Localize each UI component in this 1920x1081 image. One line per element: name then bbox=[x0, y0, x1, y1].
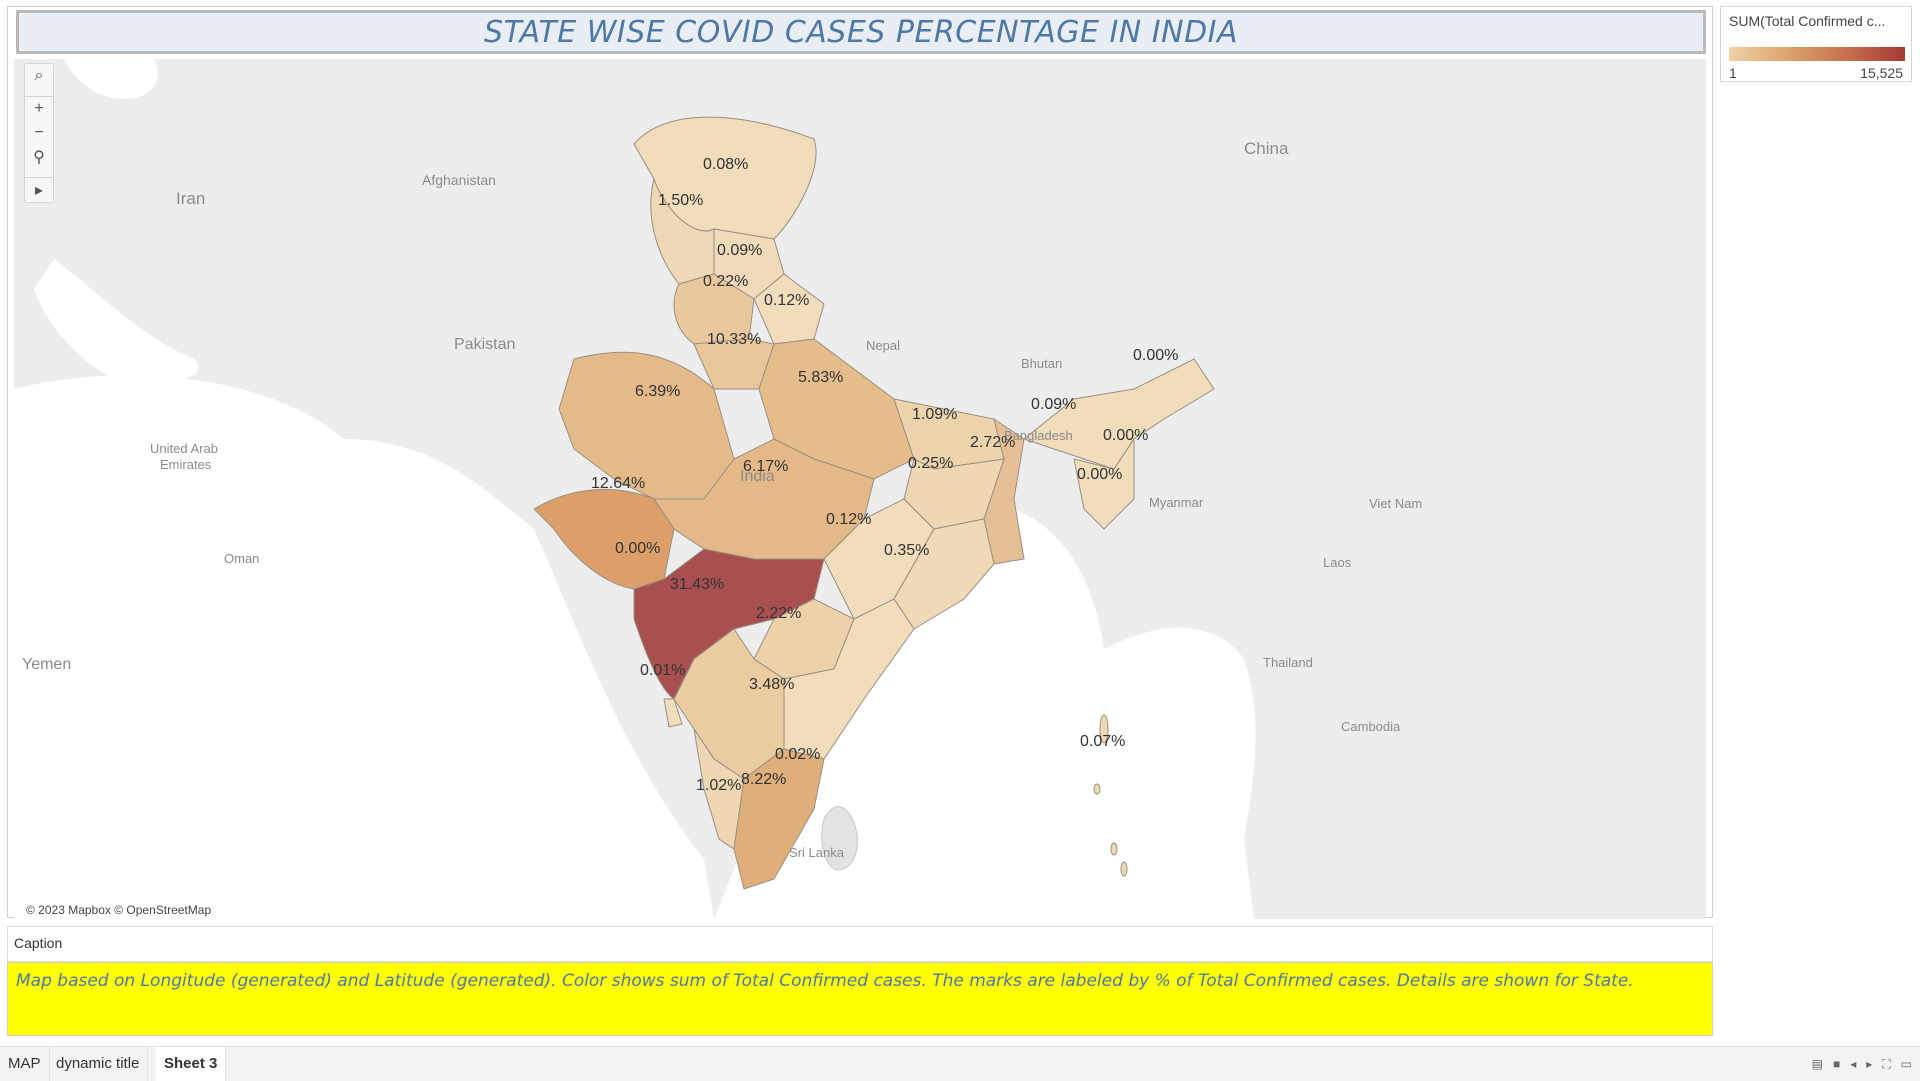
state-label-daman-diu: 0.00% bbox=[615, 540, 660, 557]
geo-label-bangladesh: Bangladesh bbox=[1004, 428, 1073, 443]
state-label-odisha: 0.35% bbox=[884, 542, 929, 559]
state-label-kerala: 1.02% bbox=[696, 777, 741, 794]
caption-body: Map based on Longitude (generated) and L… bbox=[7, 962, 1713, 1036]
caption-header: Caption bbox=[7, 926, 1713, 962]
geo-label-china: China bbox=[1244, 139, 1289, 158]
sheet-title-bar: STATE WISE COVID CASES PERCENTAGE IN IND… bbox=[16, 10, 1706, 54]
state-manipur-mizoram[interactable] bbox=[1073, 437, 1135, 530]
previous-icon[interactable]: ◂ bbox=[1850, 1057, 1857, 1071]
tab-dynamic-title[interactable]: dynamic title bbox=[48, 1047, 149, 1081]
state-label-ladakh: 1.50% bbox=[658, 192, 703, 209]
india-states bbox=[533, 116, 1215, 890]
state-label-chhattisgarh: 0.12% bbox=[826, 511, 871, 528]
geo-label-bhutan: Bhutan bbox=[1021, 356, 1062, 371]
geo-label-pakistan: Pakistan bbox=[454, 336, 515, 353]
map-attribution[interactable]: © 2023 Mapbox © OpenStreetMap bbox=[26, 903, 212, 917]
state-label-goa: 0.01% bbox=[640, 662, 685, 679]
andaman-islands[interactable] bbox=[1093, 714, 1128, 877]
state-label-maharashtra: 31.43% bbox=[670, 576, 724, 593]
state-label-punjab: 0.22% bbox=[703, 273, 748, 290]
state-label-bihar: 1.09% bbox=[912, 406, 957, 423]
persian-gulf bbox=[34, 259, 199, 383]
state-madhya-pradesh[interactable] bbox=[653, 438, 875, 560]
sheet-tab-bar: MAP dynamic title Sheet 3 ▤ ■ ◂ ▸ ⛶ ▭ bbox=[0, 1046, 1920, 1081]
state-label-jharkhand: 0.25% bbox=[908, 455, 953, 472]
geo-label-uae-line1: United Arab bbox=[150, 441, 218, 456]
state-label-rajasthan: 6.39% bbox=[635, 383, 680, 400]
state-label-himachal: 0.09% bbox=[717, 242, 762, 259]
geo-label-india: India bbox=[740, 468, 775, 485]
state-label-telangana: 2.22% bbox=[756, 605, 801, 622]
worksheet-viz: STATE WISE COVID CASES PERCENTAGE IN IND… bbox=[7, 6, 1713, 919]
tab-map[interactable]: MAP bbox=[0, 1047, 50, 1081]
state-label-puducherry: 0.02% bbox=[775, 746, 820, 763]
grid-view-icon[interactable]: ▤ bbox=[1811, 1057, 1823, 1071]
state-goa[interactable] bbox=[663, 698, 683, 728]
sri-lanka-shape bbox=[821, 806, 858, 871]
geo-label-sri-lanka: Sri Lanka bbox=[789, 845, 845, 860]
legend-max: 15,525 bbox=[1860, 65, 1903, 81]
geo-label-viet-nam: Viet Nam bbox=[1369, 496, 1422, 511]
state-rajasthan[interactable] bbox=[558, 351, 735, 500]
caption-text: Map based on Longitude (generated) and L… bbox=[16, 971, 1634, 991]
geo-label-afghanistan: Afghanistan bbox=[422, 172, 496, 188]
zoom-tools: + − ⚲ bbox=[25, 96, 53, 169]
state-uttarakhand[interactable] bbox=[753, 273, 825, 345]
state-label-meghalaya: 0.09% bbox=[1031, 396, 1076, 413]
pin-icon[interactable]: ⚲ bbox=[33, 149, 45, 166]
geo-label-nepal: Nepal bbox=[866, 338, 900, 353]
search-icon[interactable]: ⌕ bbox=[34, 67, 44, 84]
state-tamil-nadu[interactable] bbox=[733, 748, 825, 890]
geo-label-oman: Oman bbox=[224, 551, 259, 566]
geo-label-uae-line2: Emirates bbox=[160, 457, 212, 472]
map-toolbar: ⌕ + − ⚲ ▸ bbox=[24, 63, 54, 203]
map-svg[interactable]: China Iran Afghanistan Pakistan Nepal Bh… bbox=[14, 59, 1706, 919]
state-label-gujarat: 12.64% bbox=[591, 475, 645, 492]
sheet-title: STATE WISE COVID CASES PERCENTAGE IN IND… bbox=[483, 14, 1239, 50]
fullscreen-icon[interactable]: ⛶ bbox=[1882, 1057, 1891, 1071]
state-label-karnataka: 3.48% bbox=[749, 676, 794, 693]
state-label-andaman: 0.07% bbox=[1080, 733, 1125, 750]
geo-label-iran: Iran bbox=[176, 189, 205, 208]
state-label-arunachal: 0.00% bbox=[1133, 347, 1178, 364]
arabian-sea bbox=[14, 375, 714, 919]
next-icon[interactable]: ▸ bbox=[1866, 1057, 1873, 1071]
state-maharashtra[interactable] bbox=[633, 548, 825, 700]
state-label-jammu-kashmir: 0.08% bbox=[703, 156, 748, 173]
color-legend[interactable]: SUM(Total Confirmed c... 1 15,525 bbox=[1720, 6, 1912, 82]
andaman-sea bbox=[1104, 627, 1256, 919]
geo-label-myanmar: Myanmar bbox=[1149, 495, 1204, 510]
state-label-uttarakhand: 0.12% bbox=[764, 292, 809, 309]
legend-title: SUM(Total Confirmed c... bbox=[1729, 13, 1886, 29]
presentation-icon[interactable]: ▭ bbox=[1900, 1057, 1912, 1071]
state-label-tamil-nadu: 8.22% bbox=[741, 771, 786, 788]
geo-label-yemen: Yemen bbox=[22, 656, 71, 673]
state-punjab[interactable] bbox=[673, 273, 755, 345]
map-canvas[interactable]: China Iran Afghanistan Pakistan Nepal Bh… bbox=[14, 59, 1706, 919]
state-gujarat[interactable] bbox=[533, 488, 675, 590]
state-label-west-bengal: 2.72% bbox=[970, 434, 1015, 451]
state-label-manipur: 0.00% bbox=[1103, 427, 1148, 444]
zoom-in-icon[interactable]: + bbox=[34, 100, 44, 117]
caspian-sea bbox=[64, 59, 158, 99]
tab-sheet-3[interactable]: Sheet 3 bbox=[156, 1047, 227, 1081]
legend-min: 1 bbox=[1729, 65, 1737, 81]
single-view-icon[interactable]: ■ bbox=[1832, 1057, 1841, 1071]
geo-label-laos: Laos bbox=[1323, 555, 1352, 570]
state-label-delhi: 10.33% bbox=[707, 331, 761, 348]
state-label-madhya-pradesh: 6.17% bbox=[743, 458, 788, 475]
zoom-out-icon[interactable]: − bbox=[34, 124, 44, 141]
legend-color-ramp bbox=[1729, 47, 1905, 61]
bottom-controls: ▤ ■ ◂ ▸ ⛶ ▭ bbox=[1812, 1057, 1912, 1072]
state-label-uttar-pradesh: 5.83% bbox=[798, 369, 843, 386]
state-northeast[interactable] bbox=[1022, 358, 1215, 470]
geo-label-cambodia: Cambodia bbox=[1341, 719, 1401, 734]
geo-label-thailand: Thailand bbox=[1263, 655, 1313, 670]
state-label-mizoram: 0.00% bbox=[1077, 466, 1122, 483]
play-icon[interactable]: ▸ bbox=[25, 177, 53, 202]
